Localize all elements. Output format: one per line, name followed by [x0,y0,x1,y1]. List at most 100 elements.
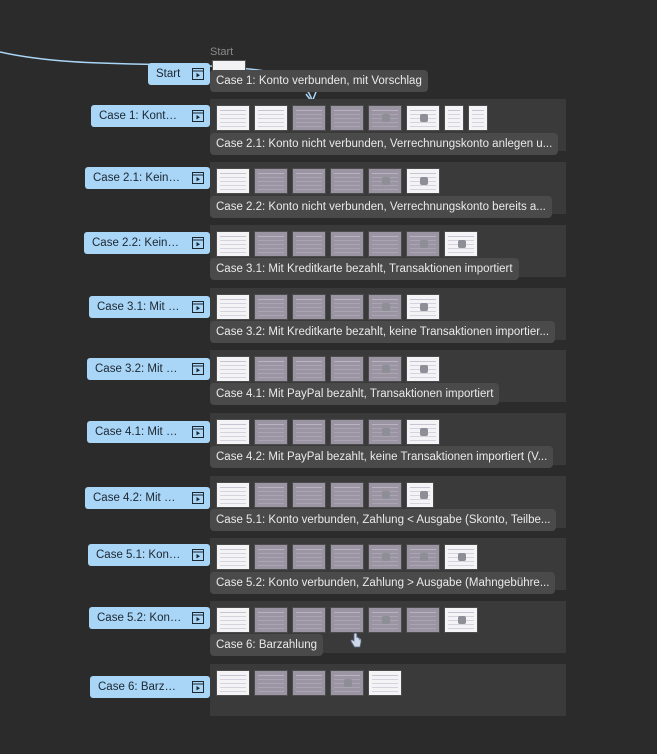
screen-thumbnail[interactable] [216,105,250,131]
screen-thumbnail[interactable] [254,105,288,131]
screen-thumbnail[interactable] [292,544,326,570]
flow-section-case-6 [210,664,566,716]
screen-thumbnail[interactable] [330,294,364,320]
screen-thumbnail[interactable] [444,607,478,633]
screen-thumbnails [216,105,488,131]
screen-thumbnail[interactable] [292,670,326,696]
screen-thumbnail[interactable] [368,231,402,257]
screen-thumbnail[interactable] [292,419,326,445]
screen-thumbnail[interactable] [444,105,464,131]
screen-thumbnail[interactable] [254,231,288,257]
flow-label-case-4-2[interactable]: Case 4.2: Mit Pa... [85,487,210,509]
flow-label-case-3-2[interactable]: Case 3.2: Mit Kr... [87,358,210,380]
screen-thumbnail[interactable] [292,356,326,382]
play-frame-icon[interactable] [192,172,204,184]
screen-thumbnail[interactable] [368,105,402,131]
screen-thumbnail[interactable] [406,356,440,382]
screen-thumbnail[interactable] [292,168,326,194]
screen-thumbnail[interactable] [444,544,478,570]
screen-thumbnail[interactable] [254,419,288,445]
screen-thumbnail[interactable] [406,168,440,194]
screen-thumbnail[interactable] [216,356,250,382]
screen-thumbnail[interactable] [330,419,364,445]
screen-thumbnail[interactable] [216,670,250,696]
screen-thumbnail[interactable] [368,482,402,508]
screen-thumbnail[interactable] [254,670,288,696]
flow-caption: Case 1: Konto verbunden, mit Vorschlag [210,70,428,92]
flow-label-case-5-1[interactable]: Case 5.1: Konto ... [88,544,210,566]
screen-thumbnail[interactable] [216,607,250,633]
play-frame-icon[interactable] [192,681,204,693]
screen-thumbnail[interactable] [368,168,402,194]
play-frame-icon[interactable] [192,549,204,561]
screen-thumbnail[interactable] [368,670,402,696]
screen-thumbnail[interactable] [468,105,488,131]
screen-thumbnail[interactable] [330,670,364,696]
screen-thumbnail[interactable] [292,294,326,320]
flow-start-label[interactable]: Start [148,63,210,85]
play-frame-icon[interactable] [192,426,204,438]
flow-label-case-4-1[interactable]: Case 4.1: Mit Pa... [87,421,210,443]
play-frame-icon[interactable] [192,363,204,375]
screen-thumbnail[interactable] [216,544,250,570]
screen-thumbnail[interactable] [292,105,326,131]
screen-thumbnail[interactable] [406,607,440,633]
screen-thumbnail[interactable] [444,231,478,257]
screen-thumbnail[interactable] [368,544,402,570]
flow-label-case-6[interactable]: Case 6: Barzahl... [90,676,210,698]
screen-thumbnail[interactable] [216,294,250,320]
flow-label-case-2-2[interactable]: Case 2.2: Kein K... [84,232,210,254]
screen-thumbnail[interactable] [292,231,326,257]
screen-thumbnail[interactable] [254,607,288,633]
screen-thumbnails [216,356,440,382]
screen-thumbnail[interactable] [216,231,250,257]
screen-thumbnail[interactable] [330,168,364,194]
screen-thumbnail[interactable] [406,105,440,131]
flow-caption: Case 5.2: Konto verbunden, Zahlung > Aus… [210,572,556,594]
screen-thumbnail[interactable] [254,168,288,194]
flow-label-case-2-1[interactable]: Case 2.1: Kein K... [85,167,210,189]
screen-thumbnail[interactable] [368,356,402,382]
screen-thumbnail[interactable] [254,544,288,570]
flow-label-case-5-2[interactable]: Case 5.2: Konto... [89,607,210,629]
screen-thumbnail[interactable] [254,482,288,508]
screen-thumbnail[interactable] [368,294,402,320]
screen-thumbnail[interactable] [330,356,364,382]
screen-thumbnail[interactable] [292,607,326,633]
flow-label-text: Case 2.2: Kein K... [92,237,188,249]
play-frame-icon[interactable] [192,237,204,249]
screen-thumbnail[interactable] [406,231,440,257]
play-frame-icon[interactable] [192,110,204,122]
screen-thumbnail[interactable] [254,356,288,382]
play-frame-icon[interactable] [192,612,204,624]
screen-thumbnail[interactable] [330,231,364,257]
screen-thumbnail[interactable] [216,168,250,194]
screen-thumbnail[interactable] [330,544,364,570]
screen-thumbnail[interactable] [330,607,364,633]
play-frame-icon[interactable] [192,301,204,313]
screen-thumbnails [216,544,478,570]
screen-thumbnail[interactable] [330,482,364,508]
screen-thumbnail[interactable] [406,544,440,570]
flow-label-case-3-1[interactable]: Case 3.1: Mit Kr... [89,296,210,318]
screen-thumbnail[interactable] [406,419,440,445]
screen-thumbnail[interactable] [330,105,364,131]
screen-thumbnail[interactable] [216,482,250,508]
screen-thumbnails [216,670,402,696]
screen-thumbnail[interactable] [368,607,402,633]
screen-thumbnail[interactable] [406,294,440,320]
hand-cursor-icon [350,632,362,648]
screen-thumbnail[interactable] [368,419,402,445]
flow-label-text: Case 5.2: Konto... [97,612,190,624]
screen-thumbnail[interactable] [216,419,250,445]
screen-thumbnail[interactable] [406,482,434,508]
play-frame-icon[interactable] [192,492,204,504]
flow-caption: Case 6: Barzahlung [210,634,324,656]
start-frame-caption: Start [210,46,234,58]
flow-label-case-1[interactable]: Case 1: Konto v... [91,105,210,127]
screen-thumbnails [216,294,440,320]
screen-thumbnail[interactable] [254,294,288,320]
screen-thumbnail[interactable] [292,482,326,508]
play-frame-icon[interactable] [192,68,204,80]
